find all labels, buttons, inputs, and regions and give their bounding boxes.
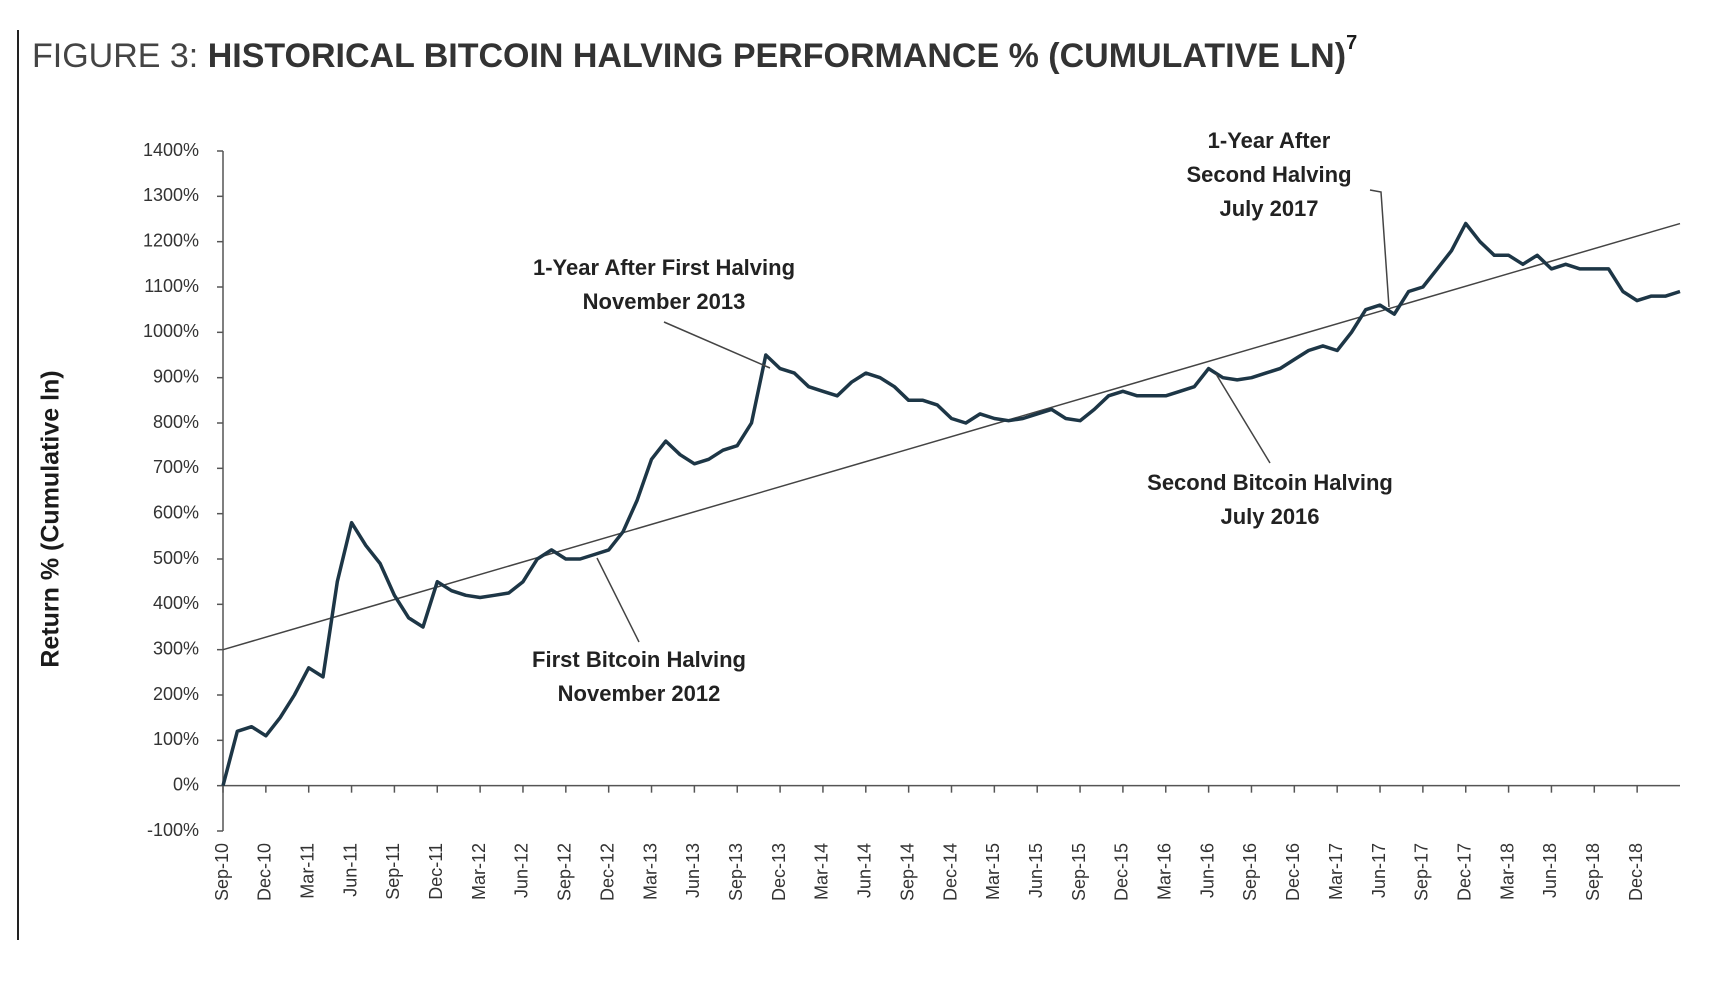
x-tick-label: Mar-13 <box>640 843 660 900</box>
y-tick-label: 1300% <box>143 185 199 205</box>
x-tick-label: Mar-14 <box>812 843 832 900</box>
x-tick-label: Sep-16 <box>1240 843 1260 901</box>
x-tick-label: Jun-14 <box>855 843 875 898</box>
x-tick-label: Sep-15 <box>1069 843 1089 901</box>
annotation-text: July 2016 <box>1220 504 1319 529</box>
y-tick-label: -100% <box>147 820 199 840</box>
x-tick-label: Sep-11 <box>383 843 403 900</box>
annotation-text: Second Bitcoin Halving <box>1147 470 1393 495</box>
y-tick-label: 100% <box>153 729 199 749</box>
annotation-pointer <box>1369 189 1390 308</box>
x-tick-label: Dec-17 <box>1454 843 1474 901</box>
x-tick-label: Jun-12 <box>512 843 532 898</box>
y-tick-label: 1400% <box>143 140 199 160</box>
trend-line <box>222 222 1681 651</box>
y-tick-label: 500% <box>153 548 199 568</box>
y-tick-label: 1100% <box>144 276 199 296</box>
data-line <box>221 221 1681 787</box>
x-tick-label: Jun-16 <box>1197 843 1217 898</box>
annotation-text: November 2013 <box>583 289 746 314</box>
x-tick-label: Sep-18 <box>1583 843 1603 901</box>
x-tick-label: Dec-15 <box>1112 843 1132 901</box>
title-text: HISTORICAL BITCOIN HALVING PERFORMANCE %… <box>208 37 1346 75</box>
y-tick-label: 1200% <box>143 230 199 250</box>
x-tick-label: Jun-17 <box>1369 843 1389 898</box>
annotation-text: First Bitcoin Halving <box>532 647 746 672</box>
x-tick-label: Jun-11 <box>340 843 360 897</box>
y-tick-label: 800% <box>153 412 199 432</box>
y-tick-label: 900% <box>153 366 199 386</box>
annotation-pointer <box>1215 373 1271 464</box>
annotation-text: Second Halving <box>1186 162 1351 187</box>
x-tick-label: Mar-11 <box>297 843 317 899</box>
x-tick-label: Sep-10 <box>212 843 232 901</box>
x-tick-label: Dec-14 <box>940 843 960 901</box>
title-note: 7 <box>1346 32 1357 54</box>
y-tick-label: 300% <box>153 638 199 658</box>
x-tick-label: Jun-15 <box>1026 843 1046 898</box>
x-tick-label: Mar-16 <box>1155 843 1175 900</box>
y-tick-label: 1000% <box>143 321 199 341</box>
x-tick-label: Dec-13 <box>769 843 789 901</box>
x-tick-label: Mar-12 <box>469 843 489 900</box>
x-tick-label: Jun-13 <box>683 843 703 898</box>
chart-title: FIGURE 3: HISTORICAL BITCOIN HALVING PER… <box>32 32 1357 75</box>
x-tick-label: Sep-12 <box>555 843 575 901</box>
x-tick-label: Dec-18 <box>1626 843 1646 901</box>
x-tick-label: Dec-11 <box>426 843 446 900</box>
y-tick-label: 0% <box>173 774 199 794</box>
x-tick-label: Mar-18 <box>1497 843 1517 900</box>
x-tick-label: Sep-13 <box>726 843 746 901</box>
x-tick-label: Jun-18 <box>1540 843 1560 898</box>
y-tick-label: 200% <box>153 684 199 704</box>
annotation-text: July 2017 <box>1219 196 1318 221</box>
annotation-pointer <box>596 557 640 643</box>
x-tick-label: Sep-14 <box>897 843 917 901</box>
x-tick-label: Mar-15 <box>983 843 1003 900</box>
y-tick-label: 700% <box>153 457 199 477</box>
y-tick-label: 600% <box>153 502 199 522</box>
x-tick-label: Dec-16 <box>1283 843 1303 901</box>
x-tick-label: Dec-12 <box>597 843 617 901</box>
y-axis-title: Return % (Cumulative ln) <box>37 370 65 667</box>
y-tick-label: 400% <box>153 593 199 613</box>
x-tick-label: Dec-10 <box>255 843 275 901</box>
x-tick-label: Mar-17 <box>1326 843 1346 900</box>
annotation-pointer <box>663 321 771 369</box>
annotation-text: 1-Year After First Halving <box>533 255 795 280</box>
annotation-text: November 2012 <box>558 681 721 706</box>
title-label: FIGURE 3: <box>32 37 198 75</box>
annotation-text: 1-Year After <box>1208 128 1331 153</box>
x-tick-label: Sep-17 <box>1412 843 1432 901</box>
